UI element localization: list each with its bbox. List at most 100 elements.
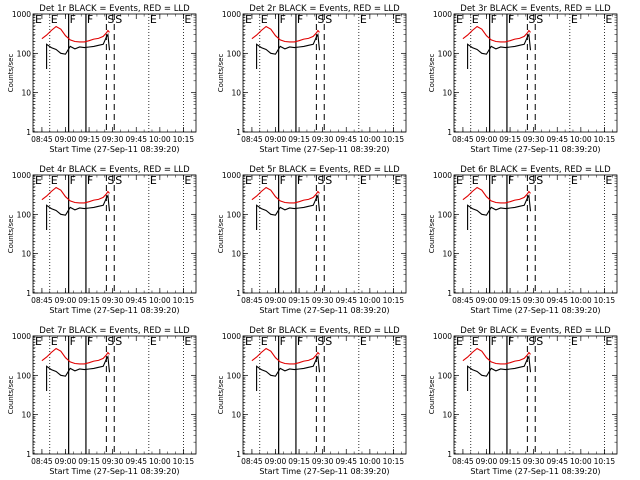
x-tick-label: 09:30: [102, 135, 124, 144]
panel-3: Det 3r BLACK = Events, RED = LLD 1 10 100 10…: [428, 4, 618, 154]
y-tick-label: 10: [442, 250, 452, 259]
x-axis-label: Start Time (27-Sep-11 08:39:20): [259, 467, 389, 476]
panel-title: Det 6r BLACK = Events, RED = LLD: [460, 165, 611, 175]
x-tick-label: 08:45: [452, 457, 474, 466]
marker-label: E: [571, 174, 578, 187]
marker-label: S: [536, 174, 543, 187]
x-tick-label: 09:45: [335, 457, 357, 466]
marker-label: E: [51, 335, 58, 348]
marker-label: F: [280, 13, 286, 26]
y-axis-label: Counts/sec: [217, 215, 225, 254]
events-series-line: [256, 193, 321, 230]
marker-label: F: [70, 13, 76, 26]
lld-series-line: [41, 25, 110, 43]
marker-label: E: [472, 174, 479, 187]
y-tick-label: 1000: [222, 10, 241, 19]
x-tick-label: 10:15: [383, 457, 405, 466]
y-tick-label: 10: [231, 250, 241, 259]
marker-label: E: [51, 174, 58, 187]
events-series-line: [467, 193, 532, 230]
x-tick-label: 10:15: [383, 135, 405, 144]
marker-label: S: [115, 335, 122, 348]
x-tick-label: 09:15: [78, 296, 100, 305]
marker-label: S: [115, 13, 122, 26]
y-tick-label: 1000: [12, 171, 31, 180]
x-tick-label: 10:00: [149, 135, 171, 144]
marker-label: S: [107, 13, 114, 26]
x-tick-label: 08:45: [452, 135, 474, 144]
y-tick-label: 1: [236, 450, 241, 459]
marker-label: S: [528, 335, 535, 348]
x-tick-label: 10:00: [359, 135, 381, 144]
y-tick-label: 100: [17, 49, 32, 58]
lld-series-line: [251, 347, 320, 365]
x-axis-label: Start Time (27-Sep-11 08:39:20): [49, 145, 179, 154]
marker-label: E: [605, 174, 612, 187]
marker-label: F: [87, 335, 93, 348]
marker-label: E: [472, 335, 479, 348]
x-tick-label: 09:00: [476, 135, 498, 144]
lld-series-line: [462, 25, 531, 43]
x-tick-label: 09:15: [499, 296, 521, 305]
x-tick-label: 08:45: [241, 296, 263, 305]
x-tick-label: 10:15: [383, 296, 405, 305]
x-tick-label: 10:00: [149, 296, 171, 305]
x-axis-label: Start Time (27-Sep-11 08:39:20): [259, 306, 389, 315]
marker-label: S: [317, 13, 324, 26]
panel-5: Det 5r BLACK = Events, RED = LLD 1 10 100 10…: [217, 165, 407, 315]
events-series-line: [467, 354, 532, 391]
marker-label: E: [261, 13, 268, 26]
marker-label: E: [184, 335, 191, 348]
panel-1: Det 1r BLACK = Events, RED = LLD 1 10 100 10…: [7, 4, 197, 154]
panel-title: Det 4r BLACK = Events, RED = LLD: [39, 165, 190, 175]
marker-label: E: [150, 335, 157, 348]
y-tick-label: 1000: [222, 171, 241, 180]
y-tick-label: 10: [231, 89, 241, 98]
x-tick-label: 09:30: [523, 296, 545, 305]
marker-label: F: [70, 335, 76, 348]
x-axis-label: Start Time (27-Sep-11 08:39:20): [470, 467, 600, 476]
x-tick-label: 09:15: [78, 135, 100, 144]
y-tick-label: 1000: [433, 171, 452, 180]
lld-series-line: [462, 347, 531, 365]
marker-label: E: [150, 174, 157, 187]
x-axis-label: Start Time (27-Sep-11 08:39:20): [470, 306, 600, 315]
marker-label: S: [325, 13, 332, 26]
marker-label: S: [528, 174, 535, 187]
y-tick-label: 10: [21, 411, 31, 420]
events-series-line: [46, 354, 111, 391]
marker-label: E: [394, 335, 401, 348]
marker-label: E: [472, 13, 479, 26]
marker-label: E: [360, 13, 367, 26]
marker-label: E: [456, 174, 463, 187]
x-tick-label: 09:15: [288, 296, 310, 305]
x-tick-label: 10:15: [594, 457, 616, 466]
marker-label: E: [360, 174, 367, 187]
x-tick-label: 09:00: [265, 457, 287, 466]
marker-label: E: [35, 174, 42, 187]
x-tick-label: 10:00: [149, 457, 171, 466]
y-tick-label: 1: [447, 289, 452, 298]
marker-label: E: [360, 335, 367, 348]
x-tick-label: 10:15: [173, 457, 195, 466]
y-axis-label: Counts/sec: [217, 54, 225, 93]
x-tick-label: 09:30: [523, 457, 545, 466]
x-tick-label: 08:45: [31, 135, 53, 144]
marker-label: F: [491, 13, 497, 26]
x-tick-label: 09:15: [78, 457, 100, 466]
x-tick-label: 09:15: [288, 457, 310, 466]
y-tick-label: 1000: [222, 332, 241, 341]
x-tick-label: 10:15: [594, 296, 616, 305]
y-tick-label: 1000: [433, 10, 452, 19]
marker-label: E: [35, 13, 42, 26]
marker-label: S: [115, 174, 122, 187]
y-tick-label: 100: [438, 371, 453, 380]
marker-label: F: [70, 174, 76, 187]
x-tick-label: 09:30: [312, 457, 334, 466]
panel-title: Det 3r BLACK = Events, RED = LLD: [460, 4, 611, 14]
marker-label: E: [184, 174, 191, 187]
x-tick-label: 10:00: [570, 135, 592, 144]
x-tick-label: 09:30: [523, 135, 545, 144]
x-tick-label: 10:15: [594, 135, 616, 144]
